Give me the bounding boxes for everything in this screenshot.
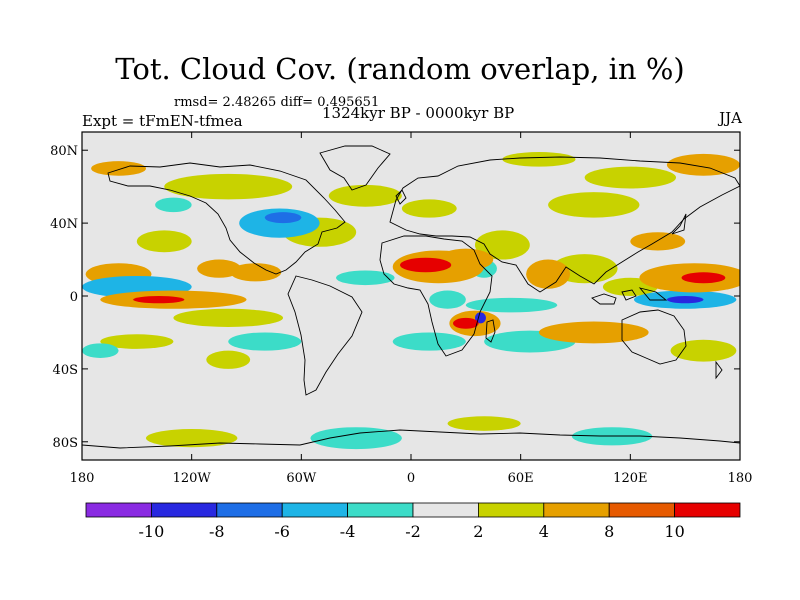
anomaly-region <box>228 332 302 351</box>
y-tick-label: 80S <box>53 436 78 451</box>
coast-eurasia <box>389 156 740 293</box>
colorbar-swatch <box>150 502 218 518</box>
coast-africa <box>379 235 493 357</box>
map-axes: 180 120W 60W 0 60E 120E 180 80N 40N 0 40S 80S <box>50 132 752 486</box>
anomaly-region <box>392 332 466 351</box>
x-tick-label: 120W <box>173 471 212 486</box>
y-tick-label: 80N <box>50 144 78 159</box>
anomaly-region <box>145 429 238 448</box>
coast-greenland <box>319 145 391 191</box>
colorbar-label: 8 <box>604 522 614 541</box>
coast-new-zealand <box>715 360 723 380</box>
colorbar-label: 2 <box>473 522 483 541</box>
anomaly-region <box>100 334 174 349</box>
anomaly-region <box>670 339 737 362</box>
anomaly-region <box>666 296 704 304</box>
anomaly-region <box>197 259 242 278</box>
colorbar: -10 -8 -6 -4 -2 2 4 8 10 <box>85 502 741 541</box>
coast-north-america <box>107 162 346 275</box>
colorbar-swatch <box>85 502 152 518</box>
coast-south-america <box>287 275 363 396</box>
colorbar-label: -4 <box>340 522 356 541</box>
anomaly-region <box>538 321 649 344</box>
anomaly-region <box>438 248 494 271</box>
anomaly-region <box>400 257 452 273</box>
anomaly-region <box>453 317 479 329</box>
colorbar-swatch <box>477 502 545 518</box>
coastlines <box>82 145 740 449</box>
colorbar-swatch <box>347 502 414 518</box>
colorbar-swatch <box>608 502 676 518</box>
x-tick-label: 0 <box>407 471 415 486</box>
anomaly-region <box>584 166 677 189</box>
anomaly-region <box>164 173 293 200</box>
colorbar-label: -6 <box>274 522 290 541</box>
y-tick-label: 0 <box>70 290 78 305</box>
anomaly-region <box>155 197 192 213</box>
coast-indonesia <box>591 287 668 305</box>
coast-uk <box>395 189 407 205</box>
colorbar-swatch <box>216 502 283 518</box>
colorbar-swatch <box>674 502 741 518</box>
colorbar-label: 10 <box>664 522 684 541</box>
anomaly-region <box>328 184 402 207</box>
colorbar-swatch <box>412 502 479 518</box>
period-label: 1324kyr BP - 0000kyr BP <box>322 104 515 122</box>
anomaly-region <box>91 161 146 176</box>
x-tick-label: 60W <box>286 471 317 486</box>
x-tick-label: 180 <box>70 471 95 486</box>
colorbar-swatch <box>281 502 349 518</box>
anomaly-region <box>173 308 284 327</box>
coast-antarctica <box>82 429 740 449</box>
colorbar-label: -8 <box>209 522 225 541</box>
anomaly-region <box>502 152 576 167</box>
anomaly-region <box>136 230 192 253</box>
coast-japan <box>671 213 687 235</box>
anomaly-region <box>82 343 119 358</box>
anomaly-region <box>666 153 740 176</box>
anomaly-region <box>526 259 571 289</box>
x-tick-label: 60E <box>508 471 534 486</box>
anomaly-region <box>206 350 251 369</box>
stats-text: rmsd= 2.48265 diff= 0.495651 <box>174 95 380 110</box>
colorbar-swatch <box>543 502 610 518</box>
anomaly-region <box>133 296 185 304</box>
colorbar-label: 4 <box>539 522 549 541</box>
anomaly-region <box>336 270 395 286</box>
anomaly-region <box>465 297 558 313</box>
colorbar-label: -10 <box>139 522 165 541</box>
x-tick-label: 120E <box>613 471 647 486</box>
colorbar-label: -2 <box>405 522 421 541</box>
anomaly-region <box>630 232 686 251</box>
x-tick-label: 180 <box>728 471 753 486</box>
chart-title: Tot. Cloud Cov. (random overlap, in %) <box>115 52 685 86</box>
coast-australia <box>621 309 687 365</box>
y-tick-label: 40S <box>53 363 78 378</box>
anomaly-fields <box>82 152 740 450</box>
anomaly-region <box>447 416 521 431</box>
anomaly-region <box>429 290 466 309</box>
anomaly-region <box>310 427 402 450</box>
experiment-label: Expt = tFmEN-tfmea <box>82 112 243 130</box>
y-tick-label: 40N <box>50 217 78 232</box>
anomaly-region <box>264 212 302 224</box>
anomaly-region <box>401 199 457 218</box>
anomaly-region <box>230 263 282 282</box>
season-label: JJA <box>719 109 742 127</box>
anomaly-region <box>681 272 726 284</box>
anomaly-region <box>548 192 640 218</box>
coast-madagascar <box>485 319 496 343</box>
